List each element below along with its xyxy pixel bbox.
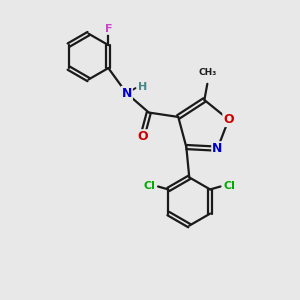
Text: F: F [105,24,112,34]
Text: N: N [212,142,223,155]
Text: N: N [122,87,132,100]
Text: Cl: Cl [224,182,235,191]
Text: H: H [138,82,147,92]
Text: O: O [223,113,234,126]
Text: CH₃: CH₃ [198,68,217,77]
Text: Cl: Cl [143,182,155,191]
Text: O: O [137,130,148,143]
